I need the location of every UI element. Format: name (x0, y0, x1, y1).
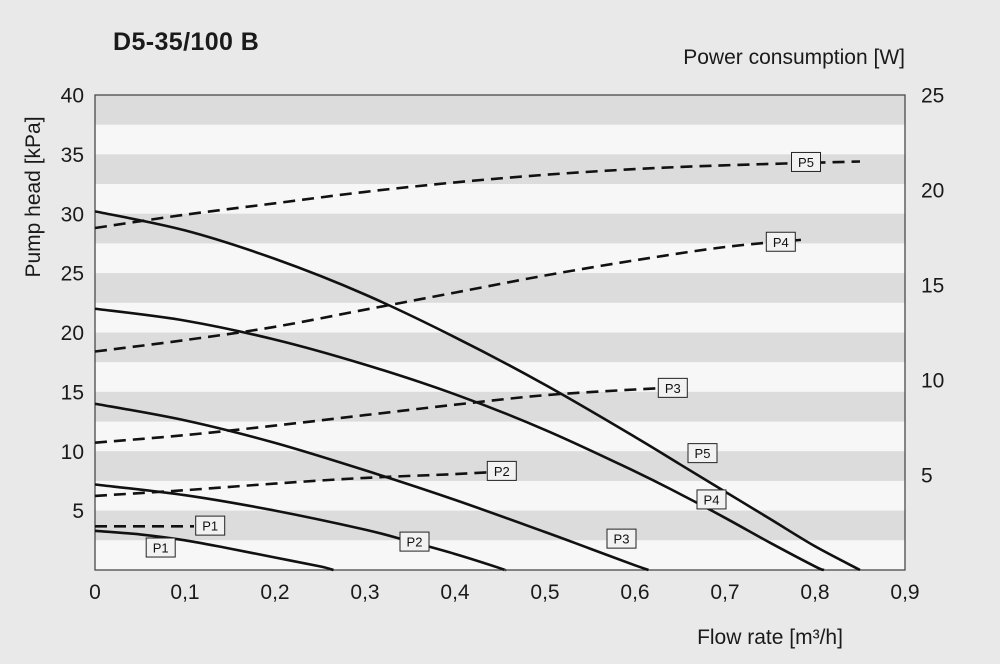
plot-border (94, 94, 906, 571)
curve-label-P1-power: P1 (202, 519, 218, 534)
curve-label-box-P2-head (399, 531, 430, 552)
curve-label-box-P4-power (765, 231, 796, 252)
right-axis-title: Power consumption [W] (683, 46, 905, 69)
plot-band (95, 540, 905, 570)
curve-label-box-P1-power (195, 515, 226, 536)
plot-band (95, 362, 905, 392)
curve-label-P3-power: P3 (665, 381, 681, 396)
y-left-tick-label: 15 (61, 381, 84, 404)
y-left-tick-label: 25 (61, 263, 84, 286)
curve-label-P3-head: P3 (614, 532, 630, 547)
x-tick-label: 0,7 (710, 581, 739, 604)
curve-P5-head (94, 210, 861, 572)
curve-label-box-P5-power (791, 151, 821, 172)
y-left-tick-label: 35 (61, 144, 84, 167)
curve-label-P4-power: P4 (773, 235, 789, 250)
y-left-tick-label: 5 (72, 500, 84, 523)
plot-band (95, 124, 905, 155)
y-right-tick-label: 10 (921, 370, 944, 393)
y-left-tick-label: 30 (61, 203, 84, 226)
plot-band (95, 480, 905, 511)
x-tick-label: 0,5 (530, 581, 559, 604)
x-axis-title: Flow rate [m³/h] (697, 626, 843, 649)
y-left-tick-label: 10 (61, 441, 84, 464)
x-tick-label: 0 (89, 581, 101, 604)
plot-band (95, 391, 905, 422)
curve-label-P4-head: P4 (704, 492, 720, 507)
curve-label-P2-head: P2 (407, 535, 423, 550)
curve-label-box-P3-head (606, 528, 637, 549)
curve-P5-power (94, 160, 861, 230)
x-tick-label: 0,1 (170, 581, 199, 604)
curve-label-P5-power: P5 (798, 155, 814, 170)
x-tick-label: 0,4 (440, 581, 470, 604)
y-left-tick-label: 40 (61, 85, 84, 108)
chart-title: D5-35/100 B (113, 28, 260, 56)
curve-P2-head (94, 483, 507, 572)
curve-P3-head (94, 402, 649, 572)
curve-label-P2-power: P2 (494, 464, 510, 479)
curve-P2-power (94, 469, 510, 498)
x-tick-label: 0,9 (890, 581, 919, 604)
curve-label-box-P1-head (145, 537, 176, 558)
curve-P4-head (94, 307, 825, 572)
x-tick-label: 0,3 (350, 581, 379, 604)
curve-P4-power (94, 238, 807, 353)
plot-band (95, 95, 905, 125)
curve-label-box-P2-power (486, 460, 517, 481)
y-right-tick-label: 5 (921, 465, 933, 488)
plot-band (95, 302, 905, 333)
y-right-tick-label: 25 (921, 85, 944, 108)
x-tick-label: 0,6 (620, 581, 649, 604)
x-tick-label: 0,2 (260, 581, 289, 604)
curve-label-box-P4-head (696, 489, 727, 510)
plot-band (95, 421, 905, 452)
y-right-tick-label: 20 (921, 180, 944, 203)
curve-label-box-P3-power (657, 377, 688, 398)
curve-label-box-P5-head (687, 443, 718, 464)
curve-P3-power (94, 386, 681, 444)
curve-label-P1-head: P1 (153, 541, 169, 556)
curve-label-P5-head: P5 (695, 446, 711, 461)
curve-P1-head (94, 529, 334, 572)
y-left-tick-label: 20 (61, 322, 84, 345)
plot-band (95, 273, 905, 303)
x-tick-label: 0,8 (800, 581, 829, 604)
plot-band (95, 332, 905, 363)
y-right-tick-label: 15 (921, 275, 944, 298)
